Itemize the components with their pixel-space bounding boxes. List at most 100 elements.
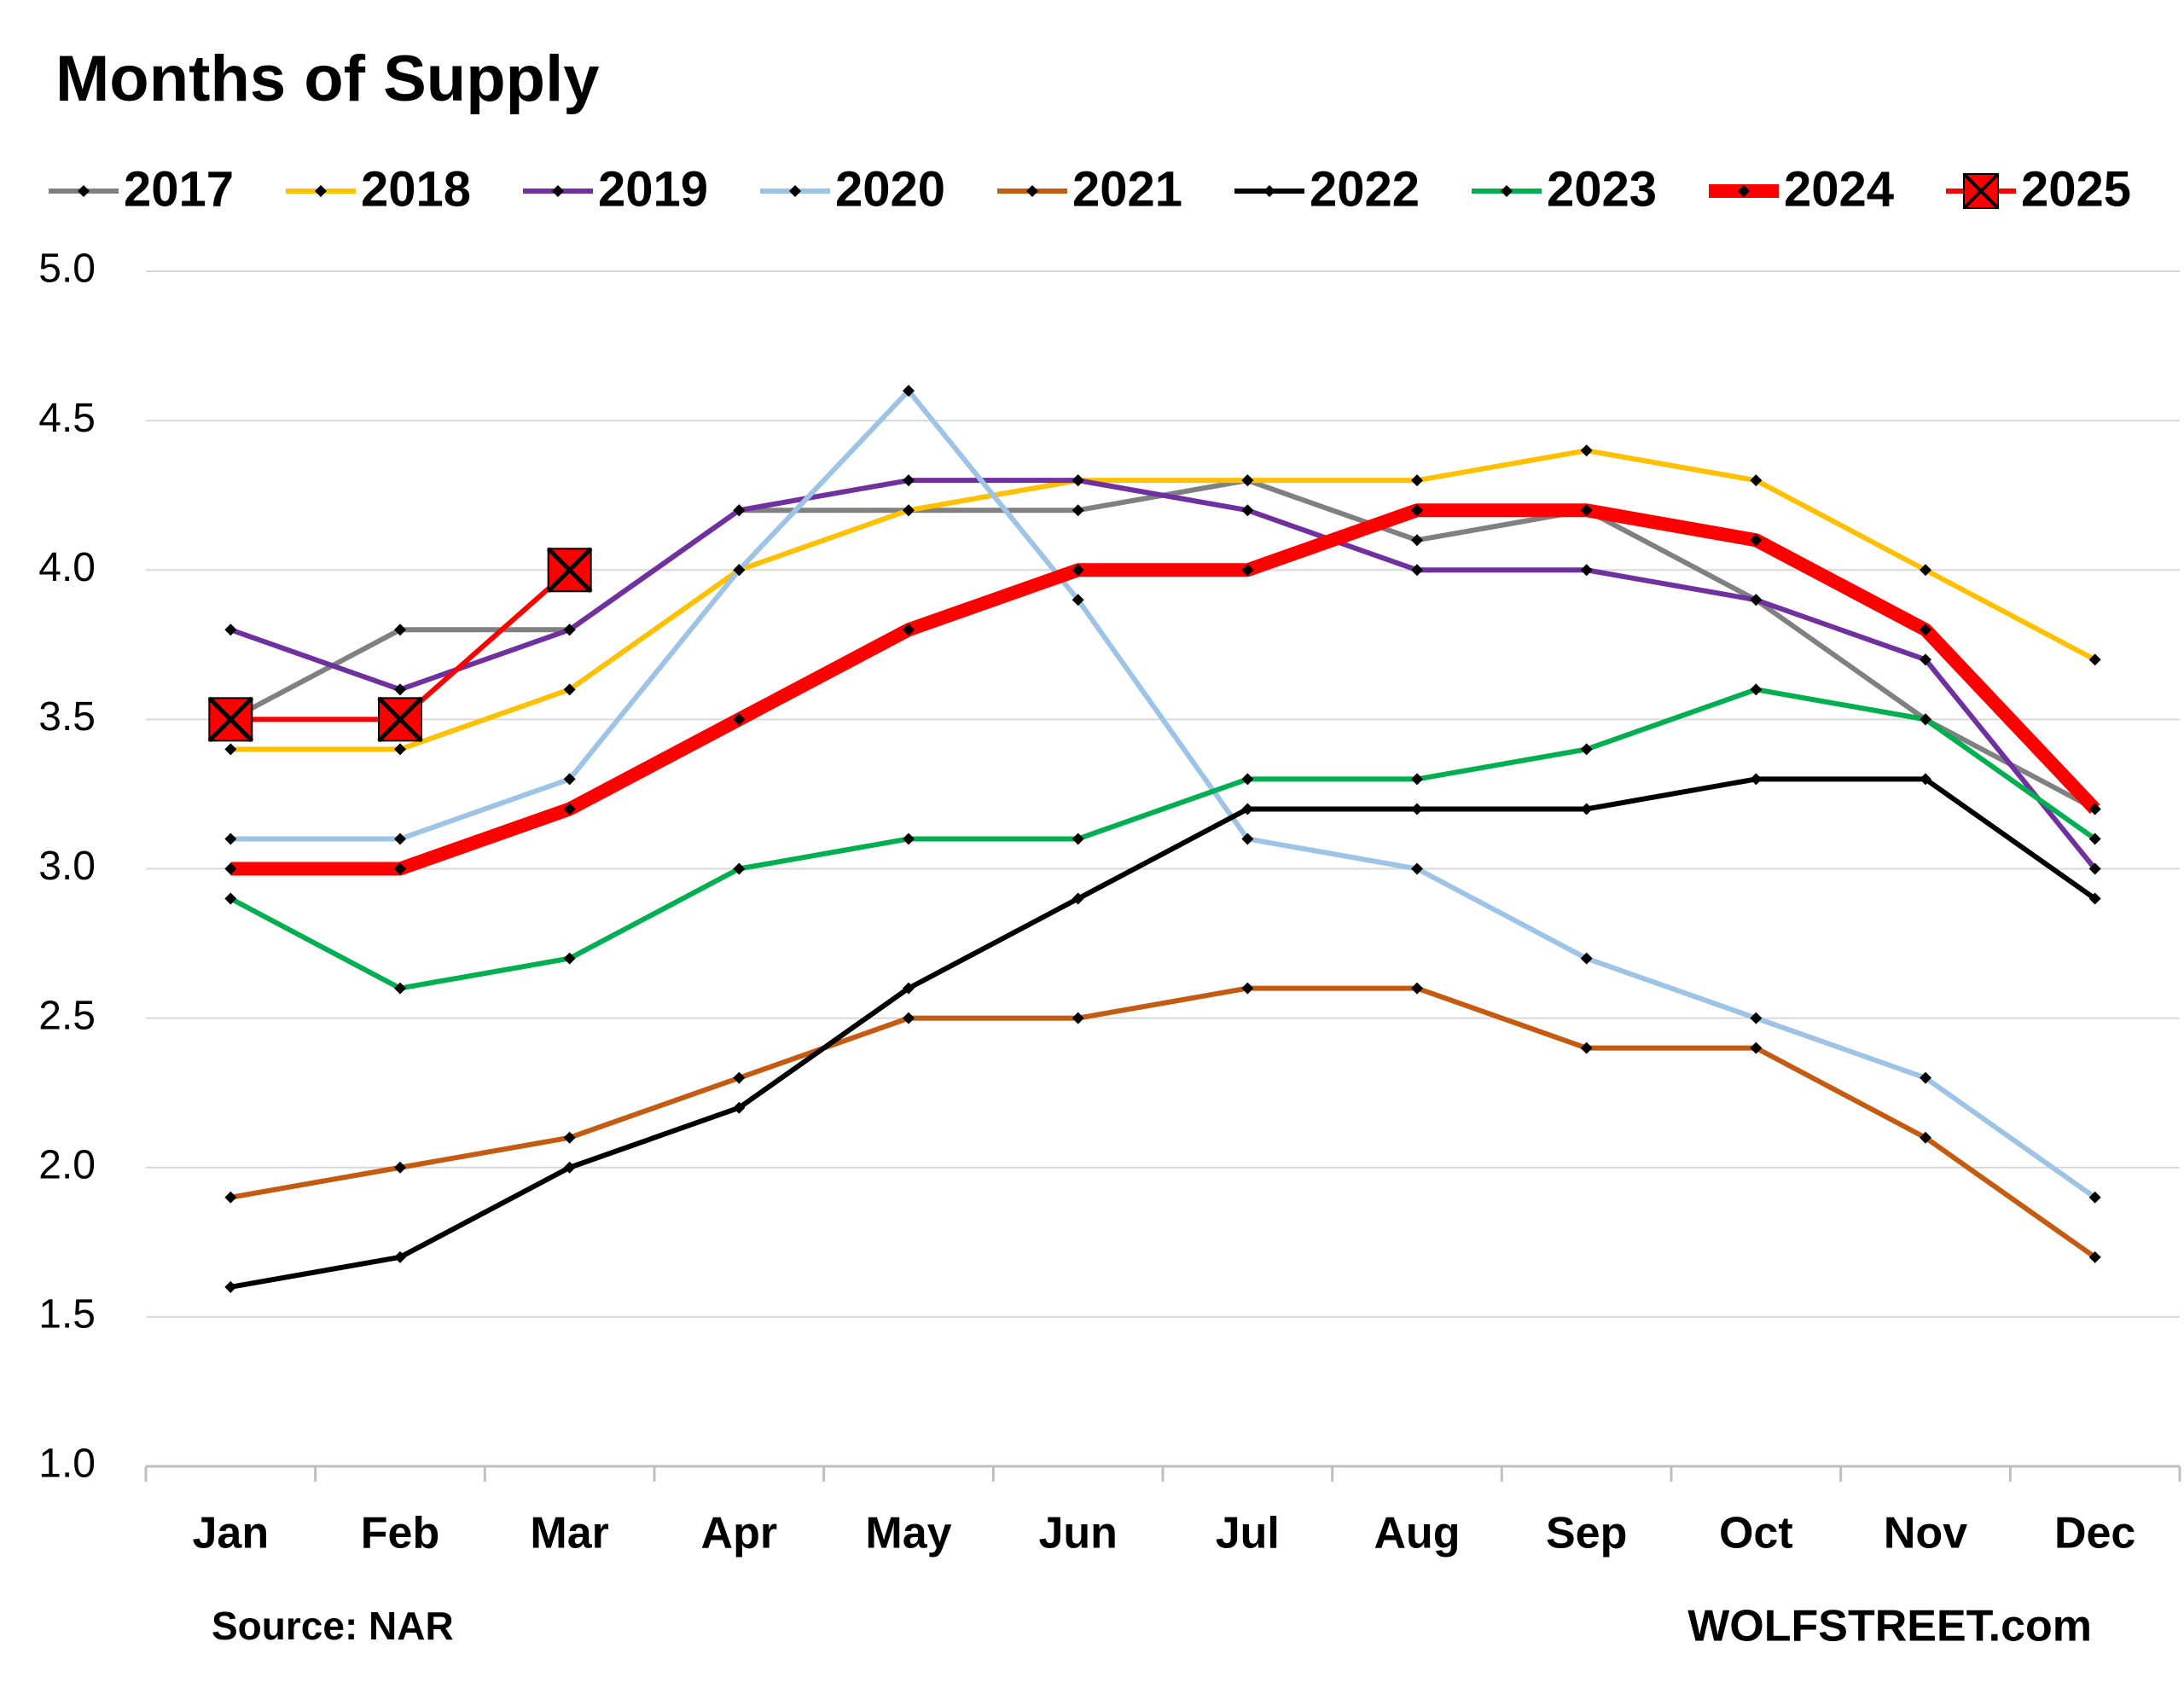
point-marker xyxy=(1580,952,1593,965)
series-line xyxy=(229,478,2098,871)
point-marker xyxy=(224,833,237,845)
point-marker xyxy=(1072,1012,1084,1024)
legend-marker xyxy=(789,185,801,197)
legend-label: 2022 xyxy=(1310,161,1420,217)
point-marker xyxy=(394,624,406,636)
point-marker xyxy=(1750,683,1763,696)
point-marker xyxy=(903,504,915,517)
series xyxy=(224,503,2101,876)
point-marker xyxy=(1411,564,1423,577)
point-marker xyxy=(1411,803,1423,815)
point-marker xyxy=(1411,474,1423,487)
point-marker xyxy=(1241,474,1254,487)
marker-x xyxy=(377,696,423,743)
point-marker xyxy=(2088,892,2101,905)
point-marker xyxy=(2088,653,2101,666)
series-line xyxy=(229,985,2097,1260)
legend-marker xyxy=(1962,172,2000,210)
series-line xyxy=(229,478,2097,812)
legend-item: 2023 xyxy=(1472,161,1657,217)
point-marker xyxy=(1920,713,1931,726)
point-marker xyxy=(394,743,406,756)
legend-label: 2019 xyxy=(598,161,708,217)
point-marker xyxy=(2088,1250,2101,1263)
x-tick-label: May xyxy=(865,1509,951,1558)
point-marker xyxy=(2088,862,2101,875)
series xyxy=(207,547,593,743)
point-marker xyxy=(1241,833,1254,845)
point-marker xyxy=(733,504,746,517)
legend-marker xyxy=(1738,185,1750,197)
y-tick-label: 1.5 xyxy=(38,1292,96,1337)
legend-item: 2020 xyxy=(760,161,945,217)
point-marker xyxy=(563,683,576,696)
point-marker xyxy=(1750,474,1763,487)
point-marker xyxy=(2088,1191,2101,1204)
point-marker xyxy=(1750,1012,1763,1024)
point-marker xyxy=(394,683,406,696)
x-tick-label: Jun xyxy=(1038,1509,1117,1558)
point-marker xyxy=(903,833,915,845)
point-marker xyxy=(1580,743,1593,756)
point-marker xyxy=(394,982,406,995)
series xyxy=(224,385,2101,1204)
point-marker xyxy=(1920,624,1931,636)
point-marker xyxy=(1580,504,1593,517)
legend-item: 2019 xyxy=(523,161,708,217)
point-marker xyxy=(394,833,406,845)
point-marker xyxy=(1750,594,1763,606)
x-tick-label: Jan xyxy=(193,1509,270,1558)
point-marker xyxy=(207,696,254,743)
point-marker xyxy=(394,1250,406,1263)
point-marker xyxy=(1072,504,1084,517)
legend-item: 2024 xyxy=(1709,161,1894,217)
point-marker xyxy=(1072,594,1084,606)
legend-marker xyxy=(1501,185,1513,197)
point-marker xyxy=(1920,1131,1931,1144)
series xyxy=(224,444,2101,756)
legend-item: 2022 xyxy=(1234,161,1420,217)
point-marker xyxy=(1920,653,1931,666)
point-marker xyxy=(1241,564,1254,577)
legend-item: 2025 xyxy=(1946,161,2131,217)
point-marker xyxy=(563,803,576,815)
legend-label: 2025 xyxy=(2021,161,2131,217)
legend-item: 2018 xyxy=(286,161,471,217)
y-tick-label: 1.0 xyxy=(38,1442,96,1487)
legend-label: 2024 xyxy=(1784,161,1894,217)
point-marker xyxy=(224,743,237,756)
y-tick-label: 3.0 xyxy=(38,844,96,889)
series xyxy=(224,474,2101,875)
point-marker xyxy=(1072,833,1084,845)
source-note: Source: NAR xyxy=(212,1604,454,1648)
point-marker xyxy=(1241,773,1254,786)
point-marker xyxy=(903,624,915,636)
x-tick-label: Dec xyxy=(2054,1509,2135,1558)
x-tick-label: Nov xyxy=(1884,1509,1967,1558)
series-line xyxy=(230,567,572,722)
point-marker xyxy=(1411,773,1423,786)
point-marker xyxy=(1920,564,1931,577)
series xyxy=(224,982,2101,1263)
point-marker xyxy=(563,952,576,965)
point-marker xyxy=(394,862,406,875)
x-tick-label: Oct xyxy=(1719,1509,1793,1558)
point-marker xyxy=(2088,803,2101,815)
marker-x xyxy=(207,696,254,743)
point-marker xyxy=(1072,892,1084,905)
x-tick-label: Mar xyxy=(530,1509,608,1558)
point-marker xyxy=(1750,534,1763,547)
legend-marker xyxy=(78,185,90,197)
legend-item: 2021 xyxy=(997,161,1182,217)
legend-label: 2023 xyxy=(1547,161,1657,217)
point-marker xyxy=(394,1161,406,1174)
marker-x xyxy=(546,547,593,594)
series-line xyxy=(229,776,2097,1290)
chart-title: Months of Supply xyxy=(55,43,599,115)
credit: WOLFSTREET.com xyxy=(1687,1602,2092,1651)
point-marker xyxy=(1750,1041,1763,1054)
series-line xyxy=(230,503,2100,876)
point-marker xyxy=(224,1191,237,1204)
legend-label: 2017 xyxy=(124,161,234,217)
y-tick-label: 4.0 xyxy=(38,545,96,590)
